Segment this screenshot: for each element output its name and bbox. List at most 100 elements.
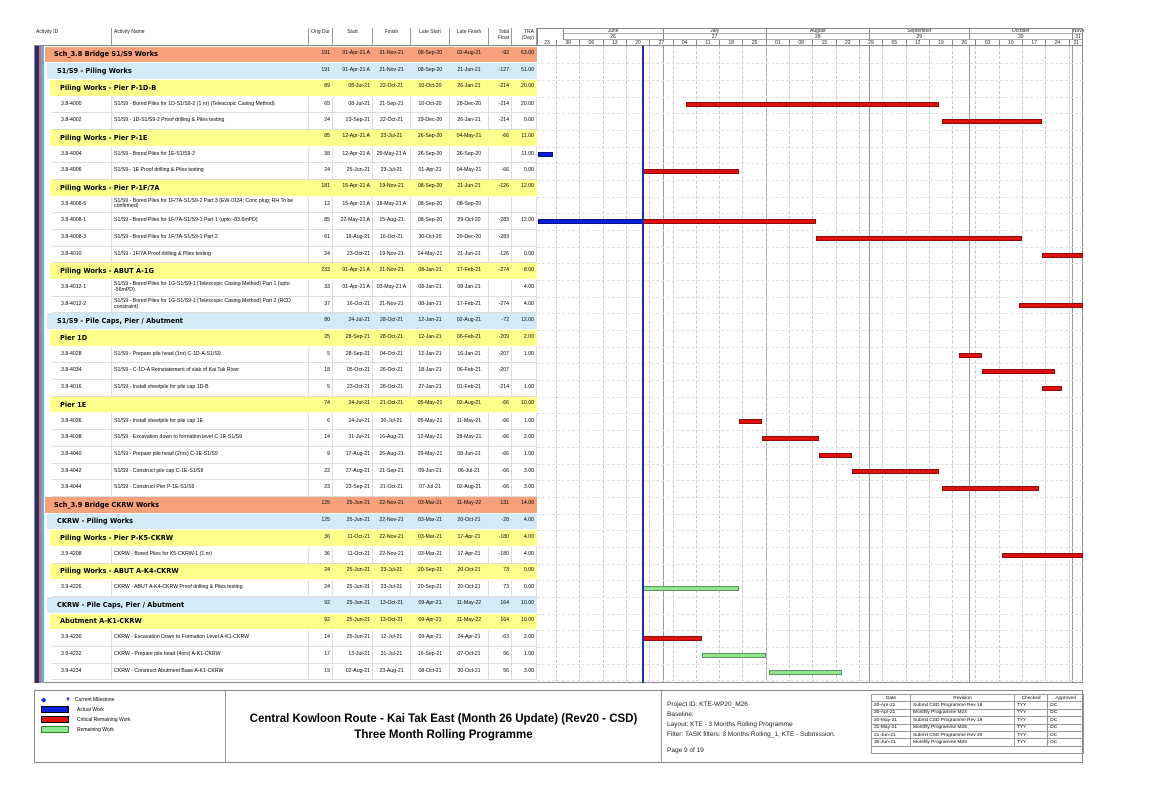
cell-tra: 11.00 [512, 146, 537, 164]
cell-start: 02-Aug-21 [333, 663, 373, 681]
activity-row[interactable]: 3.8-4010 S1/S9 - 1F/7A Proof drilling & P… [52, 246, 537, 264]
cell-orig-dur: 12 [309, 196, 333, 214]
wbs-row-wbs3[interactable]: Pier 1E 74 24-Jul-21 21-Oct-21 05-May-21 02-A… [50, 396, 537, 414]
wbs-row-wbs3[interactable]: Piling Works - Pier P-1D-B 89 08-Jul-21 22-… [50, 79, 537, 97]
col-finish[interactable]: Finish [373, 28, 411, 46]
col-total-float[interactable]: Total Float [489, 28, 512, 46]
wbs-row-wbs2[interactable]: S1/S9 - Piling Works 191 01-Apr-21 A 21-Nov… [47, 63, 537, 80]
wbs-row-wbs3[interactable]: Piling Works - ABUT A-1G 233 01-Apr-21 A 21… [50, 263, 537, 281]
critical-remaining-bar[interactable] [642, 169, 740, 175]
activity-row[interactable]: 3.9-4232 CKRW - Prepare pile head (4nrs) … [52, 646, 537, 664]
critical-remaining-bar[interactable] [762, 435, 819, 441]
col-orig-dur[interactable]: Orig Dur [309, 28, 333, 46]
activity-row[interactable]: 3.8-4000 S1/S9 - Bored Piles for 1D-S1/S9… [52, 96, 537, 114]
activity-name: CKRW - Prepare pile head (4nrs) A-K1-CKR… [112, 646, 309, 664]
cell-total-float: -28 [501, 517, 510, 524]
week-gridline [952, 46, 954, 683]
activity-row[interactable]: 3.8-4038 S1/S9 - Excavation down to forma… [52, 430, 537, 447]
wbs-row-wbs2[interactable]: CKRW - Pile Caps, Pier / Abutment 92 25-Ju… [47, 596, 537, 614]
cell-finish: 29-May-21 A [373, 146, 411, 164]
col-activity-id[interactable]: Activity ID [34, 28, 112, 46]
cell-tra: 20.00 [521, 83, 534, 90]
timeline-week: 26 [952, 40, 976, 46]
wbs-row-wbs3[interactable]: Pier 1D 25 28-Sep-21 28-Oct-21 12-Jan-21 06-F… [50, 330, 537, 347]
critical-remaining-bar[interactable] [1041, 385, 1062, 391]
critical-remaining-bar[interactable] [818, 452, 853, 458]
wbs-row-wbs3[interactable]: Abutment A-K1-CKRW 92 25-Jun-21 13-Oct-21 09… [50, 613, 537, 631]
activity-row[interactable]: 3.8-4044 S1/S9 - Construct Pier P-1E-S1/S… [52, 480, 537, 497]
activity-row[interactable]: 3.9-4208 CKRW - Bored Piles for K5-CKRW-1… [52, 546, 537, 564]
activity-row[interactable]: 3.8-4008-1 S1/S9 - Bored Piles for 1F/7A-… [52, 213, 537, 230]
cell-late-start: 08-Jan-21 [411, 280, 450, 297]
activity-row[interactable]: 3.9-4234 CKRW - Construct Abutment Base A… [52, 663, 537, 681]
remaining-work-bar[interactable] [702, 652, 766, 658]
activity-row[interactable]: 3.8-4012-1 S1/S9 - Bored Piles for 1G-S1/… [52, 280, 537, 297]
critical-remaining-bar[interactable] [1002, 552, 1083, 558]
activity-row[interactable]: 3.8-4034 S1/S9 - C-1D-A Reinstatement of … [52, 363, 537, 381]
activity-row[interactable]: 3.8-4006 S1/S9 - 1E Proof drilling & Pile… [52, 163, 537, 180]
activity-row[interactable]: 3.8-4016 S1/S9 - Install sheetpile for pi… [52, 380, 537, 397]
actual-work-bar[interactable] [538, 152, 553, 158]
critical-remaining-bar[interactable] [942, 119, 1042, 125]
cell-start: 25-Jun-21 [346, 617, 370, 624]
cell-late-finish: 21-Jun-21 [450, 246, 489, 264]
wbs-row-wbs2[interactable]: CKRW - Piling Works 125 25-Jun-21 22-Nov-21… [47, 513, 537, 531]
activity-row[interactable]: 3.9-4230 CKRW - Excavation Down to Format… [52, 630, 537, 647]
critical-remaining-bar[interactable] [815, 235, 1022, 241]
critical-remaining-bar[interactable] [1018, 302, 1083, 308]
cell-total-float: -214 [489, 380, 512, 397]
cell-orig-dur: 125 [321, 517, 330, 524]
cell-orig-dur: 92 [324, 600, 330, 607]
activity-row[interactable]: 3.8-4040 S1/S9 - Prepare pile head (2nrs)… [52, 446, 537, 464]
col-start[interactable]: Start [333, 28, 373, 46]
critical-work-swatch-icon [41, 716, 69, 723]
revision-cell: Submit CSD Programme Rev 19 [910, 716, 1015, 725]
cell-orig-dur: 24 [309, 113, 333, 130]
activity-row[interactable]: 3.8-4002 S1/S9 - 1D-S1/S9-2 Proof drillin… [52, 113, 537, 130]
critical-remaining-bar[interactable] [1041, 252, 1083, 258]
week-gridline [602, 46, 604, 683]
wbs-row-wbs3[interactable]: Piling Works - Pier P-1E 85 12-Apr-21 A 23-… [50, 129, 537, 147]
revision-table: Date Revision Checked Approved 20-Apr-21 Sub… [870, 693, 1084, 755]
activity-row[interactable]: 3.8-4008-6 S1/S9 - Bored Piles for 1F/7A-… [52, 196, 537, 214]
activity-row[interactable]: 3.8-4028 S1/S9 - Prepare pile head (1nr) … [52, 346, 537, 364]
critical-remaining-bar[interactable] [642, 636, 703, 642]
revision-cell: TYY [1013, 723, 1049, 732]
critical-remaining-bar[interactable] [942, 486, 1039, 492]
critical-remaining-bar[interactable] [958, 352, 983, 358]
wbs-row-wbs3[interactable]: Piling Works - Pier P-K5-CKRW 36 11-Oct-21… [50, 530, 537, 547]
timeline-week: 04 [672, 40, 696, 46]
activity-row[interactable]: 3.8-4012-2 S1/S9 - Bored Piles for 1G-S1/… [52, 296, 537, 314]
timeline-week: 23 [537, 40, 556, 46]
critical-remaining-bar[interactable] [685, 102, 939, 108]
data-date-line [641, 46, 644, 683]
cell-tra: 11.00 [521, 133, 534, 140]
activity-row[interactable]: 3.8-4042 S1/S9 - Construct pile cap C-1E-… [52, 463, 537, 481]
critical-remaining-bar[interactable] [982, 369, 1056, 375]
wbs-row-wbs3[interactable]: Piling Works - ABUT A-K4-CKRW 24 25-Jun-21… [50, 563, 537, 581]
col-activity-name[interactable]: Activity Name [112, 28, 309, 46]
cell-orig-dur: 5 [309, 346, 333, 364]
activity-row[interactable]: 3.8-4008-3 S1/S9 - Bored Piles for 1F/7A-… [52, 229, 537, 247]
cell-orig-dur: 14 [309, 430, 333, 447]
wbs-row-wbs3[interactable]: Piling Works - Pier P-1F/7A 181 15-Apr-21 … [50, 179, 537, 197]
activity-row[interactable]: 3.8-4036 S1/S9 - Install sheetpile for pi… [52, 413, 537, 431]
col-late-start[interactable]: Late Start [411, 28, 450, 46]
wbs-row-wbs2[interactable]: S1/S9 - Pile Caps, Pier / Abutment 80 24-J… [47, 313, 537, 331]
critical-remaining-bar[interactable] [642, 219, 816, 225]
remaining-work-bar[interactable] [642, 586, 740, 592]
timeline-week: 15 [812, 40, 836, 46]
actual-work-bar[interactable] [538, 219, 643, 225]
cell-late-start: 12-Jan-21 [411, 346, 450, 364]
remaining-work-bar[interactable] [769, 669, 843, 675]
wbs-name: CKRW - Piling Works [57, 517, 134, 526]
activity-row[interactable]: 3.8-4004 S1/S9 - Bored Piles for 1E-S1/S9… [52, 146, 537, 164]
wbs-row-wbs1[interactable]: Sch_3.9 Bridge CKRW Works 125 25-Jun-21 22-… [45, 496, 537, 514]
cell-finish: 21-Oct-21 [373, 480, 411, 497]
critical-remaining-bar[interactable] [739, 419, 763, 425]
col-tra[interactable]: TRA (Day) [512, 28, 537, 46]
critical-remaining-bar[interactable] [852, 469, 939, 475]
activity-row[interactable]: 3.9-4226 CKRW - ABUT A-K4-CKRW Proof dril… [52, 580, 537, 597]
wbs-row-wbs1[interactable]: Sch_3.8 Bridge S1/S9 Works 191 01-Apr-21 A… [45, 46, 537, 64]
col-late-finish[interactable]: Late Finish [450, 28, 489, 46]
